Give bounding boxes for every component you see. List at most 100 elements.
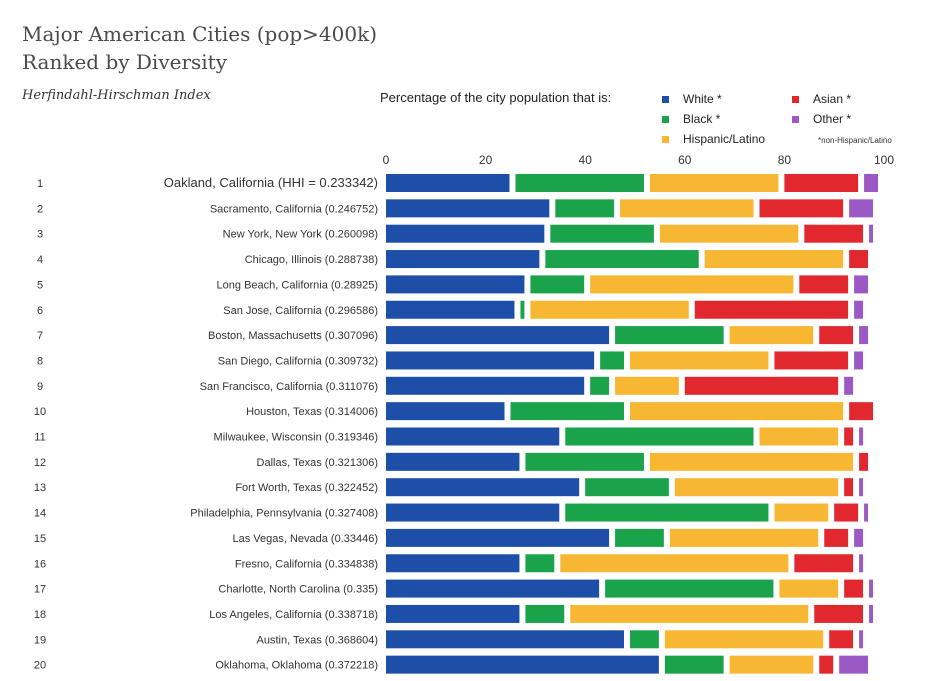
bar-segment-white (386, 300, 515, 319)
rank-label: 10 (34, 406, 46, 418)
bar-segment-other (854, 351, 864, 370)
bar-segment-asian (804, 224, 864, 243)
bar-segment-white (386, 478, 580, 497)
x-tick-label: 20 (479, 153, 493, 167)
chart-title-line1: Major American Cities (pop>400k) (22, 22, 378, 46)
city-label: Fresno, California (0.334838) (235, 558, 378, 570)
bar-segment-hispanic (729, 655, 814, 674)
bar-segment-asian (684, 376, 839, 395)
rank-label: 7 (37, 330, 43, 342)
bar-segment-white (386, 275, 525, 294)
bar-segment-hispanic (590, 275, 794, 294)
rank-label: 8 (37, 355, 43, 367)
bar-segment-black (510, 402, 625, 421)
bar-segment-black (615, 528, 664, 547)
x-tick-label: 60 (678, 153, 692, 167)
bar-segment-white (386, 630, 625, 649)
bar-segment-other (859, 326, 869, 345)
bar-segment-black (664, 655, 724, 674)
city-label: Houston, Texas (0.314006) (246, 406, 378, 418)
bar-segment-hispanic (530, 300, 689, 319)
city-label: Fort Worth, Texas (0.322452) (235, 482, 378, 494)
bar-segment-asian (849, 402, 874, 421)
bar-segment-white (386, 224, 545, 243)
legend-item-other: Other * (792, 112, 851, 126)
bar-segment-black (555, 199, 615, 218)
city-label: Oklahoma, Oklahoma (0.372218) (215, 660, 378, 672)
bar-segment-other (864, 503, 869, 522)
city-label: Chicago, Illinois (0.288738) (245, 254, 378, 266)
city-label: Long Beach, California (0.28925) (217, 279, 378, 291)
bar-segment-other (869, 604, 874, 623)
bar-segment-other (864, 174, 878, 192)
legend-swatch-asian (792, 95, 799, 103)
bar-segment-other (854, 528, 864, 547)
bar-segment-hispanic (570, 604, 809, 623)
bar-segment-asian (829, 630, 854, 649)
city-label: Oakland, California (HHI = 0.233342) (164, 175, 378, 190)
bar-segment-black (630, 630, 659, 649)
bar-segment-black (525, 452, 644, 471)
bar-segment-asian (859, 452, 869, 471)
bar-segment-black (550, 224, 654, 243)
legend-item-hispanic: Hispanic/Latino (662, 132, 765, 146)
bar-segment-hispanic (659, 224, 799, 243)
bar-segment-black (590, 376, 610, 395)
bar-segment-asian (794, 554, 854, 573)
rank-label: 18 (34, 609, 46, 621)
bar-segment-white (386, 376, 585, 395)
bar-segment-asian (819, 655, 834, 674)
bar-segment-hispanic (649, 174, 779, 192)
legend-label-black: Black * (683, 112, 721, 126)
bar-segment-white (386, 554, 520, 573)
chart-subtitle: Herfindahl-Hirschman Index (22, 88, 211, 103)
bar-segment-hispanic (560, 554, 789, 573)
bar-segment-other (859, 478, 864, 497)
rank-label: 16 (34, 558, 46, 570)
bar-segment-white (386, 250, 540, 269)
bar-segment-hispanic (620, 199, 754, 218)
city-label: San Diego, California (0.309732) (218, 355, 378, 367)
bar-segment-asian (759, 199, 844, 218)
legend-item-black: Black * (662, 112, 720, 126)
rank-label: 15 (34, 533, 46, 545)
bar-segment-asian (814, 604, 864, 623)
rank-label: 19 (34, 634, 46, 646)
legend-label-other: Other * (813, 112, 852, 126)
city-label: Philadelphia, Pennsylvania (0.327408) (190, 508, 378, 520)
bar-segment-black (600, 351, 625, 370)
bar-segment-hispanic (779, 579, 839, 598)
bar-segment-asian (784, 174, 859, 192)
rank-label: 12 (34, 457, 46, 469)
x-tick-label: 40 (579, 153, 593, 167)
bar-segment-black (565, 503, 769, 522)
x-tick-label: 100 (874, 153, 894, 167)
bar-segment-asian (774, 351, 849, 370)
rank-label: 6 (37, 305, 43, 317)
bar-segment-asian (819, 326, 854, 345)
legend-item-asian: Asian * (792, 92, 851, 106)
city-label: Boston, Massachusetts (0.307096) (208, 330, 378, 342)
bar-segment-black (520, 300, 525, 319)
legend-label-white: White * (683, 92, 722, 106)
city-label: Sacramento, California (0.246752) (210, 203, 378, 215)
bar-segment-other (854, 275, 869, 294)
rank-label: 3 (37, 229, 43, 241)
bar-segment-asian (844, 427, 854, 446)
bar-segment-white (386, 503, 560, 522)
bar-segment-asian (799, 275, 849, 294)
bar-segment-hispanic (729, 326, 814, 345)
rank-label: 11 (34, 432, 45, 444)
rank-label: 17 (34, 584, 46, 596)
bar-segment-other (869, 579, 874, 598)
legend-swatch-black (662, 115, 669, 123)
bar-segment-white (386, 174, 510, 192)
bar-segment-hispanic (774, 503, 829, 522)
city-label: Austin, Texas (0.368604) (257, 634, 378, 646)
rank-label: 1 (37, 178, 43, 190)
rank-label: 9 (37, 381, 43, 393)
city-label: San Jose, California (0.296586) (223, 305, 378, 317)
city-label: Dallas, Texas (0.321306) (257, 457, 378, 469)
bar-segment-hispanic (630, 351, 769, 370)
